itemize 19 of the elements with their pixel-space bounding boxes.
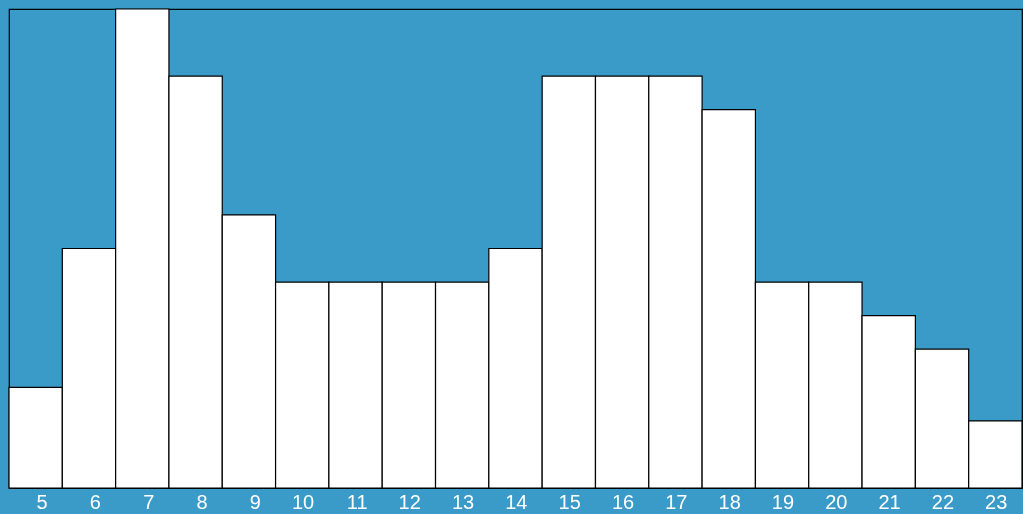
x-tick-label: 16 bbox=[611, 490, 635, 513]
x-tick-label: 8 bbox=[196, 490, 208, 513]
x-tick-label: 12 bbox=[398, 490, 421, 513]
x-tick-label: 5 bbox=[36, 490, 48, 513]
x-tick-label: 20 bbox=[825, 490, 848, 513]
x-tick-label: 21 bbox=[878, 490, 901, 513]
x-tick-label: 23 bbox=[985, 490, 1008, 513]
x-tick-label: 15 bbox=[558, 490, 581, 513]
x-tick-label: 19 bbox=[771, 490, 795, 513]
x-tick-label: 7 bbox=[143, 490, 155, 513]
x-tick-label: 13 bbox=[451, 490, 475, 513]
x-tick-label: 22 bbox=[931, 490, 955, 513]
x-tick-label: 6 bbox=[89, 490, 101, 513]
x-tick-label: 9 bbox=[249, 490, 261, 513]
x-tick-label: 17 bbox=[665, 490, 688, 513]
x-tick-label: 18 bbox=[718, 490, 741, 513]
x-tick-label: 10 bbox=[291, 490, 315, 513]
x-tick-label: 11 bbox=[346, 490, 368, 513]
x-tick-label: 14 bbox=[505, 490, 528, 513]
